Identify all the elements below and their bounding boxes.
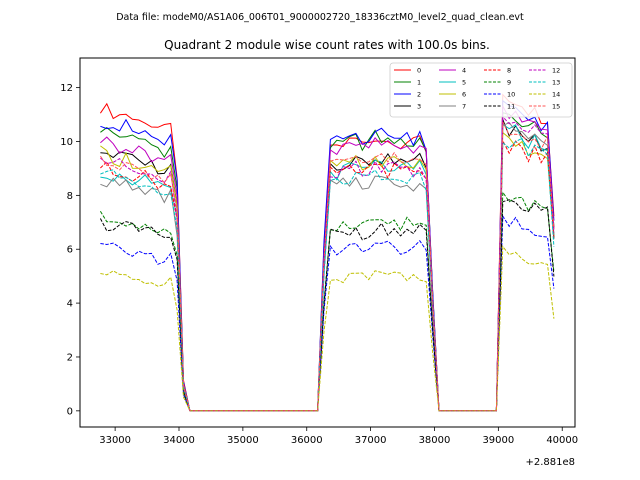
series-line-5 [100, 123, 555, 412]
legend-label-10: 10 [507, 90, 515, 98]
chart-title: Quadrant 2 module wise count rates with … [164, 38, 490, 52]
legend-label-2: 2 [417, 90, 421, 98]
legend-label-11: 11 [507, 102, 515, 110]
series-line-15 [99, 121, 555, 412]
legend-box [389, 62, 573, 118]
y-tick-label: 10 [60, 137, 73, 148]
x-tick-label: 37000 [355, 435, 387, 446]
x-tick-label: 34000 [163, 435, 195, 446]
x-offset-label: +2.881e8 [525, 457, 575, 468]
legend-label-13: 13 [552, 78, 560, 86]
y-tick-label: 12 [60, 83, 73, 94]
series-line-8 [100, 140, 555, 412]
series-line-11 [99, 199, 555, 412]
y-tick-label: 0 [67, 406, 73, 417]
legend-label-1: 1 [417, 78, 421, 86]
legend-label-12: 12 [552, 66, 560, 74]
legend-label-14: 14 [552, 90, 560, 98]
legend-label-7: 7 [462, 102, 466, 110]
x-tick-label: 36000 [291, 435, 323, 446]
x-tick-label: 40000 [546, 435, 578, 446]
legend-label-4: 4 [462, 66, 466, 74]
series-line-6 [100, 131, 555, 412]
y-tick-label: 6 [67, 245, 73, 256]
legend-label-9: 9 [507, 78, 511, 86]
y-tick-label: 8 [67, 191, 73, 202]
x-tick-label: 38000 [419, 435, 451, 446]
x-tick-label: 35000 [227, 435, 259, 446]
series-line-14 [100, 245, 555, 412]
legend-label-3: 3 [417, 102, 421, 110]
legend-label-8: 8 [507, 66, 511, 74]
series-line-9 [99, 190, 555, 412]
series-line-12 [100, 115, 555, 412]
series-line-10 [100, 214, 555, 412]
y-tick-label: 4 [67, 299, 73, 310]
figure-suptitle: Data file: modeM0/AS1A06_006T01_90000027… [116, 12, 524, 23]
legend-label-15: 15 [552, 102, 560, 110]
plot-lines [99, 93, 555, 412]
legend-label-6: 6 [462, 90, 466, 98]
axis-ticks: 33000 34000 35000 36000 37000 38000 39000 40000… [60, 83, 578, 446]
series-line-7 [100, 121, 555, 412]
plot-frame [79, 57, 576, 428]
x-tick-label: 39000 [482, 435, 514, 446]
series-line-13 [100, 137, 555, 412]
legend-label-0: 0 [417, 66, 421, 74]
y-tick-label: 2 [67, 352, 73, 363]
x-tick-label: 33000 [99, 435, 131, 446]
legend-label-5: 5 [462, 78, 466, 86]
